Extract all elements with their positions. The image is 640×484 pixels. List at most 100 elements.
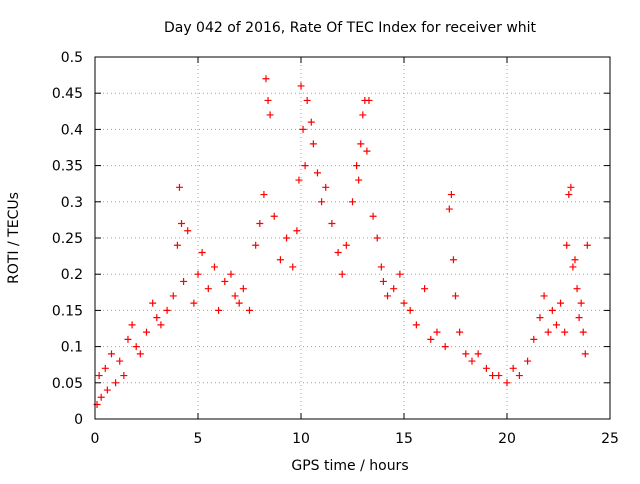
data-point — [524, 357, 532, 365]
data-point — [569, 263, 577, 271]
data-point — [132, 343, 140, 351]
data-point — [452, 292, 459, 300]
data-point — [482, 364, 490, 372]
data-point — [433, 328, 441, 336]
data-point — [299, 125, 307, 133]
data-point — [530, 335, 538, 343]
data-point — [540, 292, 548, 300]
data-point — [328, 220, 336, 228]
data-point — [421, 285, 429, 293]
data-point — [342, 241, 350, 249]
data-point — [112, 379, 120, 387]
data-point — [583, 241, 591, 249]
data-point — [149, 299, 157, 307]
data-point — [270, 212, 278, 220]
data-point — [509, 364, 517, 372]
data-point — [379, 277, 387, 285]
y-tick-label: 0.3 — [61, 195, 83, 211]
data-point — [544, 328, 552, 336]
data-point — [221, 277, 229, 285]
data-point — [565, 191, 573, 199]
x-tick-label: 10 — [292, 431, 310, 447]
data-point — [536, 314, 544, 322]
data-point — [293, 227, 301, 235]
data-point — [563, 241, 571, 249]
data-point — [557, 299, 565, 307]
data-point — [235, 299, 243, 307]
data-point — [143, 328, 150, 336]
data-point — [390, 285, 398, 293]
data-point — [190, 299, 198, 307]
data-point — [406, 306, 414, 314]
y-tick-label: 0.35 — [52, 159, 83, 175]
data-point — [262, 75, 270, 83]
data-point — [194, 270, 202, 278]
chart-title: Day 042 of 2016, Rate Of TEC Index for r… — [164, 20, 537, 36]
data-point — [489, 372, 497, 380]
data-point — [400, 299, 408, 307]
data-point — [231, 292, 239, 300]
data-point — [575, 314, 583, 322]
data-point — [412, 321, 420, 329]
data-point — [283, 234, 291, 242]
data-point — [107, 350, 115, 358]
x-tick-label: 25 — [601, 431, 619, 447]
data-point — [246, 306, 253, 314]
data-point — [227, 270, 235, 278]
data-point — [97, 393, 105, 401]
data-point — [377, 263, 385, 271]
data-point — [548, 306, 556, 314]
data-point — [260, 191, 268, 199]
data-point — [252, 241, 260, 249]
data-point — [153, 314, 161, 322]
data-point — [239, 285, 247, 293]
data-point — [449, 256, 457, 264]
data-point — [384, 292, 392, 300]
data-point — [552, 321, 560, 329]
data-point — [266, 111, 274, 119]
data-point — [349, 198, 356, 206]
data-point — [338, 270, 346, 278]
data-points-layer — [93, 75, 591, 409]
data-point — [175, 183, 183, 191]
data-point — [210, 263, 218, 271]
data-point — [322, 183, 330, 191]
data-point — [307, 118, 315, 126]
y-tick-label: 0.45 — [52, 86, 83, 102]
data-point — [204, 285, 212, 293]
data-point — [579, 328, 587, 336]
data-point — [445, 205, 453, 213]
data-point — [157, 321, 165, 329]
data-point — [309, 140, 317, 148]
data-point — [567, 183, 575, 191]
data-point — [468, 357, 476, 365]
data-point — [441, 343, 449, 351]
data-point — [264, 96, 272, 104]
y-tick-label: 0 — [74, 412, 83, 428]
data-point — [365, 96, 373, 104]
data-point — [120, 372, 128, 380]
x-axis-label: GPS time / hours — [291, 458, 408, 474]
data-point — [128, 321, 136, 329]
data-point — [215, 306, 223, 314]
x-tick-label: 5 — [194, 431, 203, 447]
data-point — [427, 335, 435, 343]
data-point — [95, 372, 103, 380]
data-point — [577, 299, 585, 307]
y-tick-label: 0.05 — [52, 376, 83, 392]
data-point — [456, 328, 464, 336]
data-point — [295, 176, 303, 184]
data-point — [359, 111, 367, 119]
x-tick-label: 20 — [498, 431, 516, 447]
data-point — [116, 357, 124, 365]
data-point — [169, 292, 177, 300]
data-point — [103, 386, 111, 394]
data-point — [101, 364, 109, 372]
data-point — [276, 256, 284, 264]
data-point — [571, 256, 579, 264]
data-point — [173, 241, 181, 249]
data-point — [503, 379, 511, 387]
data-point — [184, 227, 192, 235]
